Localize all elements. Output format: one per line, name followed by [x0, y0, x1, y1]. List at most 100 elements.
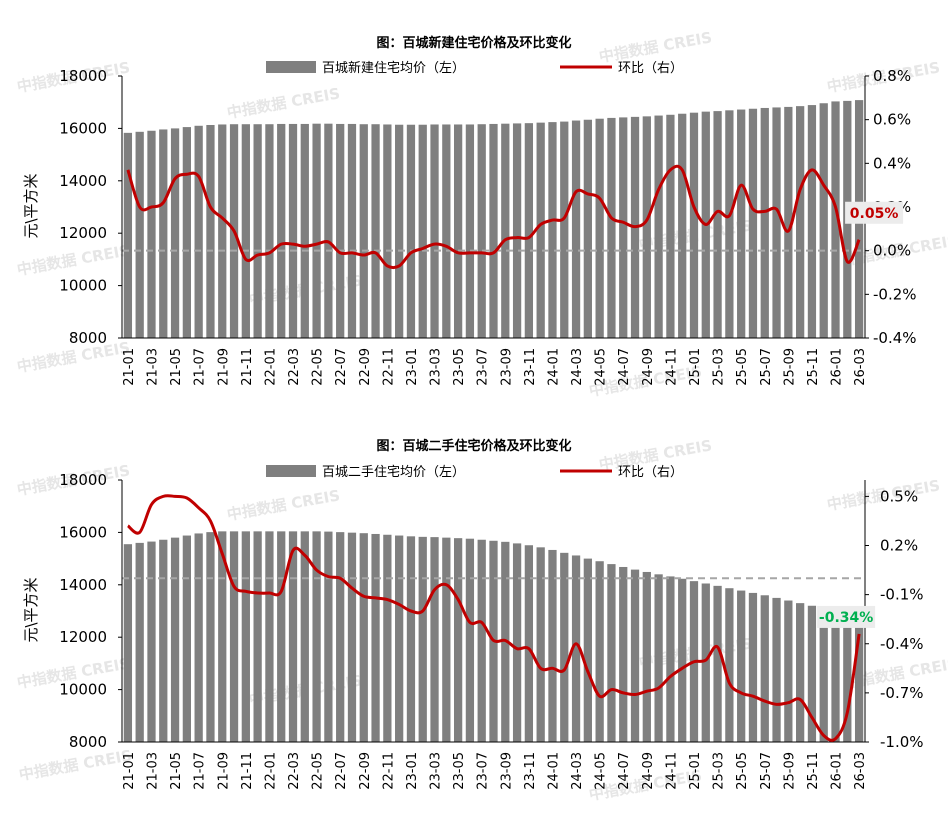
x-tick-label: 25-11: [806, 348, 821, 386]
bar-21-01: [123, 544, 133, 742]
x-tick-label: 25-01: [688, 752, 703, 790]
x-tick-label: 24-07: [617, 752, 632, 790]
bar-21-11: [241, 124, 250, 339]
bar-22-12: [395, 124, 404, 338]
bar-25-06: [748, 592, 758, 742]
left-tick-label: 10000: [59, 277, 107, 295]
bar-25-11: [807, 105, 817, 338]
bar-21-12: [253, 124, 262, 339]
x-tick-label: 23-11: [523, 348, 538, 386]
legend-bar-swatch: [266, 465, 316, 477]
bar-21-07: [194, 533, 203, 742]
bar-series: [123, 531, 864, 742]
bar-22-06: [324, 123, 333, 339]
bar-25-05: [737, 109, 746, 338]
x-tick-label: 22-07: [334, 348, 349, 386]
bar-24-10: [654, 115, 663, 338]
bar-24-11: [666, 114, 675, 338]
latest-value-annotation: 0.05%: [845, 201, 904, 224]
legend-line-label: 环比（右）: [618, 465, 683, 480]
x-tick-label: 21-03: [145, 348, 160, 386]
x-tick-label: 22-05: [311, 348, 326, 386]
x-tick-label: 22-03: [287, 348, 302, 386]
annotation-box: [845, 201, 904, 224]
left-tick-label: 16000: [59, 523, 107, 541]
x-tick-label: 26-01: [830, 752, 845, 790]
bar-25-12: [819, 608, 828, 742]
bar-25-10: [796, 603, 805, 742]
bar-21-06: [182, 535, 191, 742]
legend-bar-label: 百城二手住宅均价（左）: [322, 465, 465, 480]
bar-22-02: [277, 531, 286, 742]
x-tick-label: 21-09: [216, 752, 231, 790]
bar-25-03: [713, 585, 722, 742]
y-axis-label: 元\平方米: [22, 173, 40, 238]
bar-22-08: [347, 123, 357, 338]
bar-26-02: [843, 614, 852, 742]
watermark-text: 中指数据 CREIS: [226, 84, 342, 122]
bar-24-09: [642, 116, 651, 338]
bar-24-07: [619, 117, 628, 339]
left-tick-label: 18000: [59, 471, 107, 489]
bar-24-12: [678, 578, 687, 742]
x-tick-label: 23-07: [476, 752, 491, 790]
right-tick-label: -0.4%: [873, 329, 917, 347]
bar-22-04: [300, 123, 309, 338]
x-tick-label: 21-09: [216, 348, 231, 386]
watermark-text: 中指数据 CREIS: [226, 486, 342, 524]
x-tick-label: 25-07: [759, 752, 774, 790]
legend-bar-label: 百城新建住宅均价（左）: [322, 60, 465, 76]
left-tick-label: 8000: [69, 329, 107, 347]
bar-22-07: [336, 532, 345, 742]
x-tick-label: 25-01: [688, 348, 703, 386]
bar-26-03: [854, 616, 864, 742]
bar-22-01: [265, 124, 274, 339]
right-tick-label: -0.2%: [873, 285, 917, 303]
bar-25-06: [748, 108, 758, 338]
right-tick-label: 0.4%: [873, 154, 911, 172]
bar-21-03: [147, 130, 156, 338]
bar-21-04: [159, 129, 168, 338]
x-tick-label: 22-05: [311, 752, 326, 790]
x-tick-label: 23-09: [499, 348, 514, 386]
bar-25-01: [689, 112, 699, 339]
left-tick-label: 16000: [59, 119, 107, 137]
bar-25-07: [760, 107, 769, 339]
bar-26-01: [831, 611, 840, 742]
left-tick-label: 12000: [59, 224, 107, 242]
x-tick-label: 26-03: [853, 752, 868, 790]
bar-22-10: [371, 533, 380, 742]
bar-24-01: [548, 122, 557, 338]
x-tick-label: 24-03: [570, 348, 585, 386]
bar-23-03: [430, 124, 439, 338]
bar-23-07: [477, 539, 486, 742]
bar-24-07: [619, 566, 628, 742]
x-tick-label: 24-05: [594, 348, 609, 386]
x-tick-label: 25-09: [782, 348, 797, 386]
bar-24-10: [654, 574, 663, 742]
bar-24-02: [560, 121, 569, 338]
bar-22-11: [383, 534, 392, 742]
bar-22-03: [288, 531, 298, 742]
bar-25-08: [772, 597, 781, 742]
bar-23-01: [406, 536, 416, 742]
bar-23-02: [418, 124, 427, 338]
bar-21-12: [253, 531, 262, 742]
bar-22-09: [359, 124, 368, 339]
bar-21-07: [194, 125, 203, 338]
bar-21-08: [206, 124, 215, 339]
bar-24-09: [642, 571, 651, 742]
bar-21-06: [182, 127, 191, 338]
x-tick-label: 24-09: [641, 348, 656, 386]
x-tick-label: 24-09: [641, 752, 656, 790]
x-tick-label: 23-03: [429, 752, 444, 790]
x-tick-label: 21-05: [169, 348, 184, 386]
right-tick-label: 0.0%: [873, 242, 911, 260]
x-tick-label: 26-01: [830, 348, 845, 386]
bar-21-11: [241, 531, 250, 742]
bar-25-03: [713, 111, 722, 338]
bar-23-04: [442, 537, 451, 742]
bar-23-12: [536, 547, 545, 742]
